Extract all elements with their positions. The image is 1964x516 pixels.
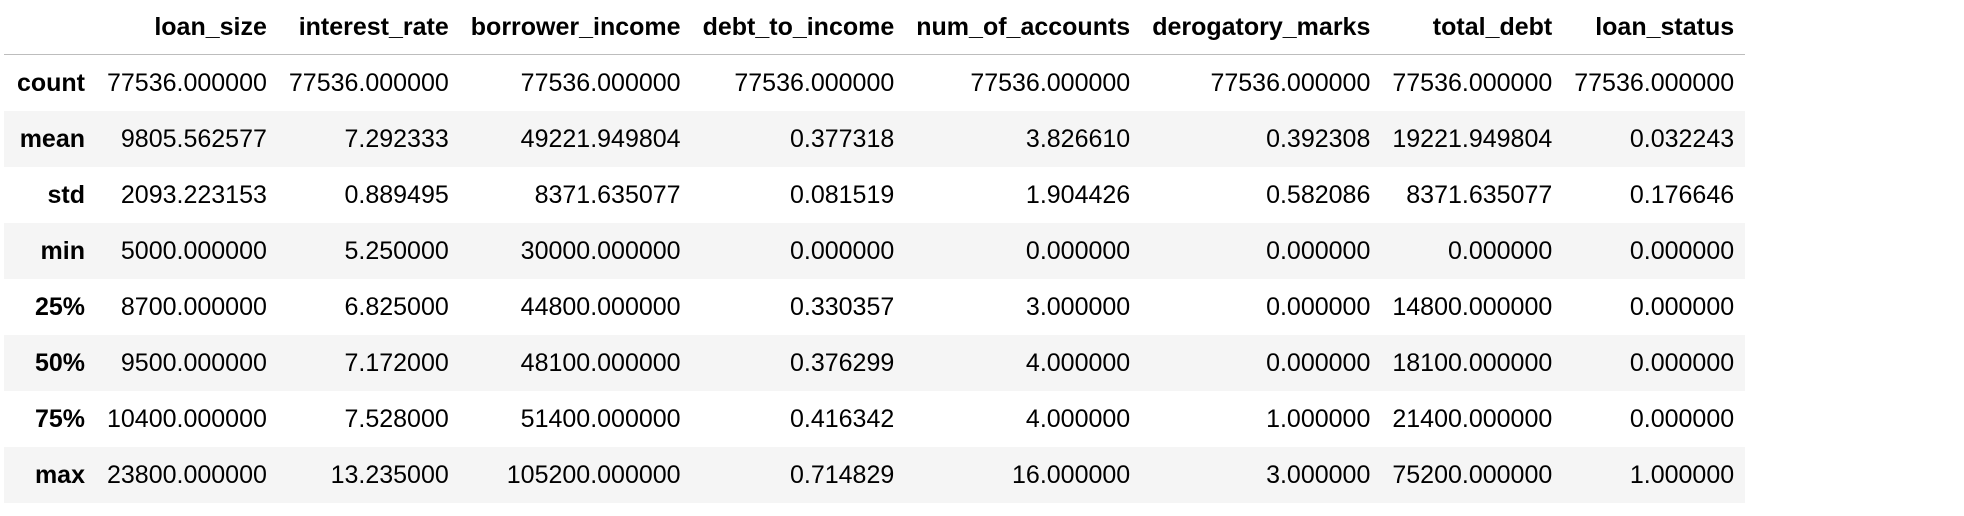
table-cell: 8371.635077 [534,180,681,209]
table-cell: 0.000000 [1266,236,1371,265]
row-label: 75% [34,404,85,433]
table-cell: 0.714829 [789,460,895,489]
table-cell: 16.000000 [1012,460,1131,489]
table-cell: 2093.223153 [120,180,267,209]
table-cell: 5.250000 [344,236,449,265]
table-row: min 5000.000000 5.250000 30000.000000 0.… [4,223,1746,279]
table-cell: 5000.000000 [120,236,267,265]
table-body: count 77536.000000 77536.000000 77536.00… [4,55,1746,503]
table-cell: 0.416342 [789,404,895,433]
table-row: max 23800.000000 13.235000 105200.000000… [4,447,1746,503]
table-cell: 0.000000 [1629,404,1735,433]
table-cell: 0.582086 [1266,180,1371,209]
row-label: 50% [34,348,85,377]
table-cell: 49221.949804 [520,124,681,153]
table-cell: 0.000000 [1447,236,1553,265]
table-cell: 8700.000000 [120,292,267,321]
column-header: num_of_accounts [905,0,1142,55]
table-cell: 1.000000 [1629,460,1735,489]
column-header: borrower_income [459,0,692,55]
table-cell: 0.889495 [344,180,449,209]
table-cell: 13.235000 [330,460,449,489]
table-cell: 10400.000000 [107,404,267,433]
describe-table: loan_size interest_rate borrower_income … [4,0,1746,503]
table-row: 50% 9500.000000 7.172000 48100.000000 0.… [4,335,1746,391]
column-header: debt_to_income [691,0,906,55]
table-row: 25% 8700.000000 6.825000 44800.000000 0.… [4,279,1745,335]
table-cell: 0.176646 [1629,180,1735,209]
table-cell: 77536.000000 [520,68,681,97]
table-row: count 77536.000000 77536.000000 77536.00… [4,55,1745,112]
table-cell: 0.000000 [1025,236,1131,265]
table-cell: 9500.000000 [120,348,267,377]
table-cell: 0.000000 [1629,236,1735,265]
table-header: loan_size interest_rate borrower_income … [4,0,1746,55]
table-cell: 30000.000000 [520,236,681,265]
table-cell: 77536.000000 [1210,68,1371,97]
table-cell: 7.172000 [344,348,449,377]
table-cell: 0.032243 [1629,124,1735,153]
table-cell: 8371.635077 [1406,180,1553,209]
column-header: interest_rate [277,0,460,55]
table-cell: 7.292333 [344,124,449,153]
table-cell: 77536.000000 [288,68,449,97]
table-cell: 9805.562577 [120,124,267,153]
table-cell: 0.000000 [1629,348,1735,377]
table-cell: 51400.000000 [520,404,681,433]
table-cell: 105200.000000 [506,460,681,489]
table-cell: 18100.000000 [1392,348,1553,377]
row-label: max [34,460,85,489]
table-cell: 0.000000 [1266,292,1371,321]
table-cell: 14800.000000 [1392,292,1553,321]
table-cell: 75200.000000 [1392,460,1553,489]
table-cell: 3.000000 [1266,460,1371,489]
column-header: total_debt [1381,0,1564,55]
table-row: 75% 10400.000000 7.528000 51400.000000 0… [4,391,1745,447]
table-cell: 0.081519 [789,180,895,209]
row-label: min [40,236,85,265]
table-cell: 0.000000 [789,236,895,265]
table-cell: 44800.000000 [520,292,681,321]
table-cell: 4.000000 [1025,404,1131,433]
table-cell: 23800.000000 [107,460,267,489]
column-header: loan_status [1563,0,1746,55]
table-cell: 4.000000 [1025,348,1131,377]
table-cell: 1.904426 [1025,180,1131,209]
header-corner [4,0,96,55]
table-cell: 0.000000 [1266,348,1371,377]
table-cell: 19221.949804 [1392,124,1553,153]
table-cell: 0.000000 [1629,292,1735,321]
table-cell: 21400.000000 [1392,404,1553,433]
table-cell: 1.000000 [1266,404,1371,433]
row-label: count [16,68,85,97]
table-cell: 6.825000 [344,292,449,321]
column-header: derogatory_marks [1141,0,1382,55]
table-cell: 77536.000000 [1574,68,1735,97]
row-label: 25% [34,292,85,321]
table-row: mean 9805.562577 7.292333 49221.949804 0… [4,111,1746,167]
column-header: loan_size [96,0,278,55]
table-cell: 3.826610 [1025,124,1131,153]
table-cell: 0.392308 [1266,124,1371,153]
table-cell: 3.000000 [1025,292,1131,321]
header-row: loan_size interest_rate borrower_income … [4,0,1746,55]
table-cell: 0.376299 [789,348,895,377]
table-cell: 0.330357 [789,292,895,321]
table-cell: 7.528000 [344,404,449,433]
table-cell: 77536.000000 [1392,68,1553,97]
table-row: std 2093.223153 0.889495 8371.635077 0.0… [4,167,1745,223]
row-label: mean [19,124,85,153]
row-label: std [47,180,86,209]
table-cell: 77536.000000 [970,68,1131,97]
table-cell: 0.377318 [789,124,895,153]
table-cell: 77536.000000 [107,68,267,97]
table-cell: 48100.000000 [520,348,681,377]
table-cell: 77536.000000 [734,68,895,97]
